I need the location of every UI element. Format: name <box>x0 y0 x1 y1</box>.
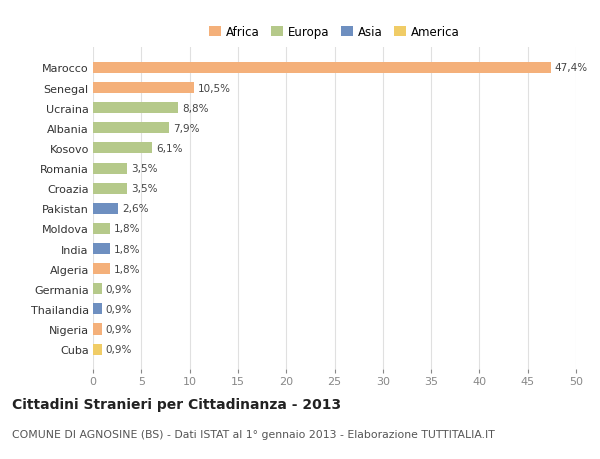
Text: 0,9%: 0,9% <box>106 344 132 354</box>
Bar <box>93 203 118 214</box>
Bar <box>93 263 110 274</box>
Text: Cittadini Stranieri per Cittadinanza - 2013: Cittadini Stranieri per Cittadinanza - 2… <box>12 397 341 411</box>
Text: 47,4%: 47,4% <box>555 63 588 73</box>
Bar <box>93 324 101 335</box>
Bar <box>93 163 127 174</box>
Bar <box>93 83 194 94</box>
Text: COMUNE DI AGNOSINE (BS) - Dati ISTAT al 1° gennaio 2013 - Elaborazione TUTTITALI: COMUNE DI AGNOSINE (BS) - Dati ISTAT al … <box>12 429 495 439</box>
Legend: Africa, Europa, Asia, America: Africa, Europa, Asia, America <box>209 26 460 39</box>
Text: 1,8%: 1,8% <box>114 224 141 234</box>
Bar <box>93 243 110 255</box>
Text: 7,9%: 7,9% <box>173 123 200 134</box>
Text: 0,9%: 0,9% <box>106 284 132 294</box>
Bar <box>93 63 551 74</box>
Text: 6,1%: 6,1% <box>156 144 182 154</box>
Text: 1,8%: 1,8% <box>114 244 141 254</box>
Text: 2,6%: 2,6% <box>122 204 148 214</box>
Text: 3,5%: 3,5% <box>131 164 157 174</box>
Bar <box>93 183 127 194</box>
Text: 8,8%: 8,8% <box>182 103 208 113</box>
Bar <box>93 103 178 114</box>
Text: 0,9%: 0,9% <box>106 325 132 334</box>
Text: 3,5%: 3,5% <box>131 184 157 194</box>
Bar <box>93 123 169 134</box>
Text: 10,5%: 10,5% <box>198 84 231 93</box>
Bar <box>93 304 101 315</box>
Text: 1,8%: 1,8% <box>114 264 141 274</box>
Bar <box>93 284 101 295</box>
Bar <box>93 344 101 355</box>
Bar <box>93 224 110 235</box>
Bar <box>93 143 152 154</box>
Text: 0,9%: 0,9% <box>106 304 132 314</box>
